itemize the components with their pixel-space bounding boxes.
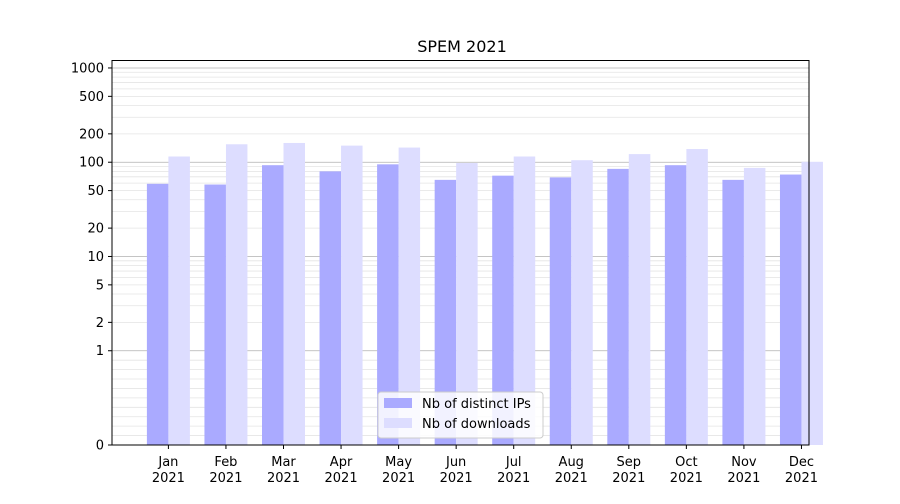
x-tick-label-month: Apr — [330, 455, 353, 470]
bar-distinct-ips-oct — [664, 165, 687, 446]
x-tick-label-month: May — [385, 455, 412, 470]
y-tick-label: 0 — [96, 439, 104, 454]
legend-box — [377, 391, 544, 439]
bar-distinct-ips-apr — [319, 171, 342, 446]
x-tick-label-month: Jul — [505, 455, 522, 470]
bar-downloads-apr — [341, 145, 363, 446]
y-tick-label: 5 — [96, 278, 104, 293]
y-tick-label: 500 — [79, 90, 104, 105]
y-tick-label: 2 — [96, 316, 104, 331]
bar-downloads-jan — [168, 156, 190, 445]
bar-downloads-dec — [801, 161, 823, 445]
x-tick-label-month: Jan — [157, 455, 178, 470]
x-tick-label-year: 2021 — [497, 471, 530, 486]
x-tick-label-year: 2021 — [440, 471, 473, 486]
x-tick-label-month: Nov — [731, 455, 757, 470]
bar-distinct-ips-nov — [722, 179, 744, 445]
x-tick-label-month: Feb — [214, 455, 237, 470]
x-tick-label-year: 2021 — [727, 471, 760, 486]
bar-distinct-ips-jun — [434, 179, 457, 445]
bar-distinct-ips-mar — [262, 165, 284, 446]
x-tick-label-year: 2021 — [670, 471, 703, 486]
bar-downloads-feb — [225, 144, 248, 445]
bar-downloads-sep — [628, 154, 651, 445]
x-tick-label-month: Aug — [559, 455, 584, 470]
bar-distinct-ips-jan — [146, 183, 169, 445]
x-tick-label-month: Dec — [789, 455, 814, 470]
chart-title: SPEM 2021 — [417, 37, 507, 56]
bar-downloads-jul — [513, 156, 536, 445]
bar-downloads-jun — [456, 163, 478, 445]
x-tick-label-year: 2021 — [209, 471, 242, 486]
bar-distinct-ips-jul — [492, 175, 514, 445]
x-tick-label-month: Sep — [617, 455, 642, 470]
y-tick-label: 1000 — [71, 61, 104, 76]
x-tick-label-year: 2021 — [785, 471, 818, 486]
bar-downloads-may — [398, 147, 421, 446]
bar-downloads-mar — [283, 142, 306, 446]
x-tick-label-year: 2021 — [612, 471, 645, 486]
bar-distinct-ips-dec — [779, 174, 802, 445]
legend-label: Nb of downloads — [422, 417, 531, 432]
bar-downloads-nov — [743, 167, 766, 445]
x-tick-label-year: 2021 — [555, 471, 588, 486]
x-tick-label-year: 2021 — [267, 471, 300, 486]
x-tick-label-year: 2021 — [325, 471, 358, 486]
y-tick-label: 50 — [87, 184, 104, 199]
y-tick-label: 100 — [79, 156, 104, 171]
x-tick-label-month: Mar — [271, 455, 296, 470]
bar-distinct-ips-aug — [549, 177, 572, 446]
x-tick-label-year: 2021 — [382, 471, 415, 486]
legend-label: Nb of distinct IPs — [422, 397, 531, 412]
plot-frame — [111, 60, 810, 446]
y-tick-label: 20 — [87, 222, 104, 237]
x-tick-label-year: 2021 — [152, 471, 185, 486]
y-tick-label: 200 — [79, 127, 104, 142]
y-tick-label: 1 — [96, 344, 104, 359]
legend-swatch — [384, 398, 412, 408]
bar-distinct-ips-feb — [204, 184, 226, 445]
bar-distinct-ips-may — [377, 164, 399, 445]
bar-downloads-aug — [571, 160, 593, 445]
x-tick-label-month: Jun — [445, 455, 466, 470]
bar-distinct-ips-sep — [607, 168, 629, 445]
bar-downloads-oct — [686, 149, 708, 445]
y-tick-label: 10 — [87, 250, 104, 265]
x-tick-label-month: Oct — [675, 455, 697, 470]
legend-swatch — [384, 418, 412, 428]
